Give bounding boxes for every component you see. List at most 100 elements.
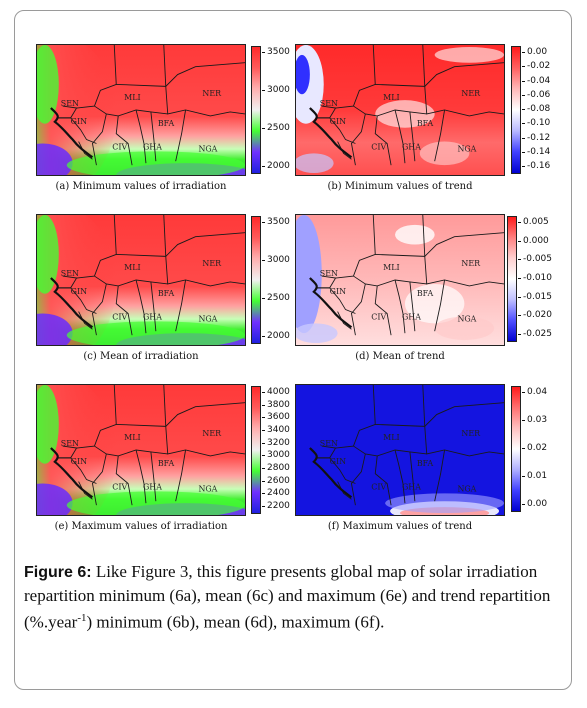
country-label-gha: GHA: [402, 312, 421, 321]
map-f: MLI NER SEN GIN BFA CIV GHA NGA: [296, 385, 504, 515]
colorbar-tick-label: 0.03: [521, 415, 548, 425]
colorbar-tick-label: 2800: [262, 463, 290, 473]
figure-caption: Figure 6: Like Figure 3, this figure pre…: [24, 560, 562, 634]
country-label-bfa: BFA: [158, 119, 175, 128]
map-c: MLI NER SEN GIN BFA CIV GHA NGA: [37, 215, 245, 345]
map-frame-a: MLI NER SEN GIN BFA CIV GHA NGA: [36, 44, 246, 176]
map-e: MLI NER SEN GIN BFA CIV GHA NGA: [37, 385, 245, 515]
figure-frame: [14, 10, 572, 690]
map-background-f: [296, 385, 504, 515]
colorbar-tick-label: -0.08: [521, 104, 551, 114]
country-label-gha: GHA: [143, 482, 162, 491]
colorbar-tick-label: 3000: [262, 450, 290, 461]
map-frame-e: MLI NER SEN GIN BFA CIV GHA NGA: [36, 384, 246, 516]
colorbar-tick-label: -0.06: [521, 89, 551, 100]
country-label-gha: GHA: [143, 312, 162, 321]
colorbar-tick-label: 2500: [262, 123, 290, 133]
country-label-bfa: BFA: [417, 289, 434, 298]
country-label-mli: MLI: [124, 433, 140, 442]
country-label-gin: GIN: [330, 457, 346, 466]
colorbar-tick-label: 3000: [262, 85, 290, 95]
colorbar-c: [251, 216, 261, 344]
colorbar-tick-label: 3000: [262, 255, 290, 265]
colorbar-tick-label: -0.10: [521, 118, 551, 129]
map-frame-c: MLI NER SEN GIN BFA CIV GHA NGA: [36, 214, 246, 346]
country-label-civ: CIV: [371, 312, 386, 321]
colorbar-tick-label: -0.04: [521, 75, 551, 86]
country-label-gin: GIN: [71, 457, 87, 466]
map-frame-b: MLI NER SEN GIN BFA CIV GHA NGA: [295, 44, 505, 176]
country-label-nga: NGA: [457, 314, 476, 323]
map-frame-d: MLI NER SEN GIN BFA CIV GHA NGA: [295, 214, 505, 346]
colorbar-tick-label: 3600: [262, 412, 290, 423]
colorbar-tick-label: 0.00: [521, 499, 548, 509]
colorbar-tick-label: 3800: [262, 399, 290, 410]
country-label-mli: MLI: [124, 93, 140, 102]
country-label-gin: GIN: [71, 117, 87, 126]
country-label-gha: GHA: [402, 482, 421, 491]
subfigure-caption-f: (f) Maximum values of trend: [327, 521, 473, 532]
colorbar-tick-label: -0.025: [517, 329, 553, 339]
colorbar-tick-label: 4000: [262, 387, 290, 397]
country-label-nga: NGA: [457, 484, 476, 493]
colorbar-f: [511, 386, 521, 512]
country-label-civ: CIV: [371, 482, 386, 491]
map-a: MLI NER SEN GIN BFA CIV GHA NGA: [37, 45, 245, 175]
colorbar-tick-label: 0.02: [521, 443, 548, 453]
country-label-gin: GIN: [330, 287, 346, 296]
colorbar-tick-label: 2200: [262, 501, 290, 511]
country-label-ner: NER: [202, 89, 222, 98]
country-label-sen: SEN: [61, 439, 79, 448]
country-label-bfa: BFA: [417, 119, 434, 128]
country-label-civ: CIV: [371, 142, 386, 151]
caption-superscript: -1: [77, 612, 87, 624]
map-d: MLI NER SEN GIN BFA CIV GHA NGA: [296, 215, 504, 345]
colorbar-a: [251, 46, 261, 174]
colorbar-tick-label: 2000: [262, 161, 290, 171]
colorbar-tick-label: 2500: [262, 293, 290, 303]
country-label-bfa: BFA: [158, 289, 175, 298]
colorbar-tick-label: -0.005: [517, 254, 553, 265]
subfigure-caption-c: (c) Mean of irradiation: [83, 351, 199, 362]
country-label-ner: NER: [461, 429, 481, 438]
colorbar-tick-label: 2400: [262, 488, 290, 499]
colorbar-tick-label: -0.020: [517, 310, 553, 321]
country-label-mli: MLI: [383, 263, 399, 272]
country-label-mli: MLI: [383, 93, 399, 102]
colorbar-tick-label: 0.005: [518, 217, 549, 227]
colorbar-tick-label: 3500: [262, 47, 290, 57]
colorbar-tick-label: 0.01: [521, 471, 548, 481]
figure-label: Figure 6:: [24, 564, 92, 581]
colorbar-b: [511, 46, 521, 174]
colorbar-tick-label: -0.015: [517, 291, 553, 302]
colorbar-tick-label: 3200: [262, 437, 290, 448]
colorbar-tick-label: 2000: [262, 331, 290, 341]
subfigure-caption-a: (a) Minimum values of irradiation: [55, 181, 227, 192]
country-label-ner: NER: [461, 89, 481, 98]
country-label-nga: NGA: [198, 314, 217, 323]
country-label-mli: MLI: [124, 263, 140, 272]
caption-text-a: Like Figure 3, this figure presents glob…: [24, 562, 551, 632]
country-borders: [309, 215, 504, 336]
country-label-civ: CIV: [112, 482, 127, 491]
country-label-civ: CIV: [112, 142, 127, 151]
colorbar-tick-label: 3500: [262, 217, 290, 227]
colorbar-d: [507, 216, 517, 342]
country-label-nga: NGA: [198, 484, 217, 493]
caption-text-b: ) minimum (6b), mean (6d), maximum (6f).: [86, 612, 385, 632]
country-label-gin: GIN: [330, 117, 346, 126]
country-label-nga: NGA: [198, 144, 217, 153]
colorbar-tick-label: 2600: [262, 475, 290, 486]
colorbar-tick-label: 0.000: [518, 235, 549, 246]
colorbar-tick-label: 0.00: [521, 47, 548, 57]
country-label-ner: NER: [202, 259, 222, 268]
country-label-gha: GHA: [402, 142, 421, 151]
colorbar-tick-label: -0.02: [521, 61, 551, 72]
country-label-gin: GIN: [71, 287, 87, 296]
country-label-sen: SEN: [61, 269, 79, 278]
subfigure-caption-e: (e) Maximum values of irradiation: [54, 521, 228, 532]
country-label-sen: SEN: [61, 99, 79, 108]
country-borders: [50, 45, 245, 166]
country-borders: [309, 385, 504, 506]
country-borders: [50, 215, 245, 336]
